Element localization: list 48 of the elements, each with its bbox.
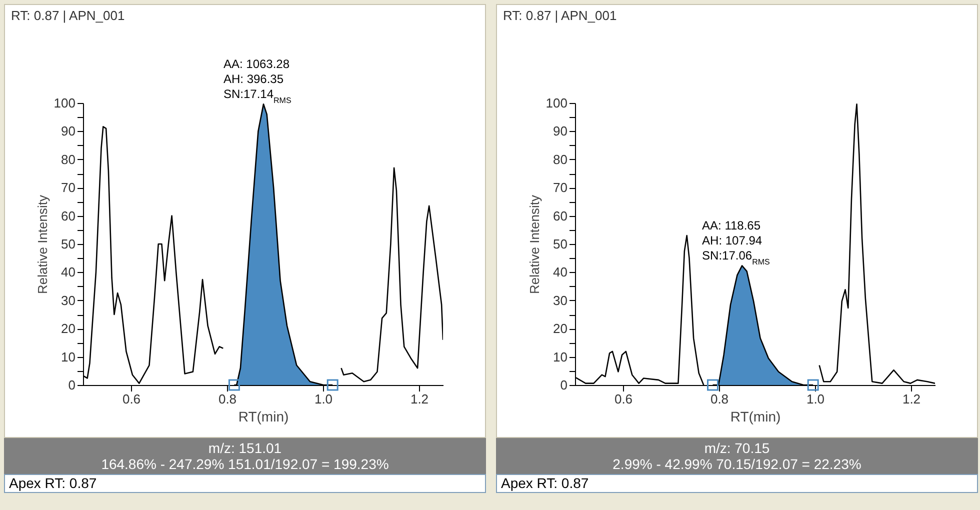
y-tick-label: 60 (61, 208, 76, 224)
y-tick-label: 90 (61, 124, 76, 139)
x-axis-title: RT(min) (238, 408, 289, 424)
text: Apex RT: 0.87 (4, 474, 486, 493)
text: 2.99% - 42.99% 70.15/192.07 = 22.23% (612, 456, 862, 472)
y-tick-label: 40 (553, 264, 568, 280)
y-axis-title: Relative Intensity (34, 194, 50, 294)
y-tick-label: 50 (61, 236, 76, 252)
y-tick-label: 100 (546, 96, 568, 110)
y-tick-label: 0 (560, 378, 568, 392)
text: m/z: 70.15 (703, 440, 771, 456)
y-tick-label: 0 (68, 378, 76, 392)
y-tick-label: 10 (553, 349, 568, 364)
y-tick-label: 100 (54, 96, 76, 110)
text: AA: 1063.28 (223, 57, 290, 72)
y-tick-label: 10 (61, 349, 76, 364)
x-tick-label: 0.8 (710, 392, 729, 406)
text: Apex RT: 0.87 (496, 474, 978, 493)
text: m/z: 151.01 (207, 440, 283, 456)
y-axis-title: Relative Intensity (526, 194, 542, 294)
y-tick-label: 50 (553, 236, 568, 252)
text: AH: 396.35 (223, 72, 284, 86)
x-tick-label: 1.0 (806, 392, 825, 406)
y-tick-label: 60 (553, 208, 568, 224)
y-tick-label: 80 (553, 152, 568, 167)
text: 164.86% - 247.29% 151.01/192.07 = 199.23% (100, 456, 390, 472)
y-tick-label: 20 (553, 321, 568, 336)
y-tick-label: 20 (61, 321, 76, 336)
y-tick-label: 70 (61, 180, 76, 196)
annotation: AA: 118.65 (702, 218, 761, 233)
chart-title: RT: 0.87 | APN_001 (503, 8, 617, 23)
annotation: SN:17.06$_{RMS}$ (702, 248, 770, 266)
y-tick-label: 70 (553, 180, 568, 196)
annotation: AH: 107.94 (702, 234, 762, 248)
x-axis-title: RT(min) (730, 408, 781, 424)
x-tick-label: 1.2 (410, 392, 429, 406)
y-tick-label: 80 (61, 152, 76, 167)
y-tick-label: 40 (61, 264, 76, 280)
chart-title: RT: 0.87 | APN_001 (11, 8, 125, 23)
x-tick-label: 0.6 (122, 392, 141, 406)
y-tick-label: 90 (553, 124, 568, 139)
x-tick-label: 0.6 (614, 392, 633, 406)
annotation: SN:17.14$_{RMS}$ (223, 87, 292, 105)
x-tick-label: 1.2 (902, 392, 921, 406)
x-tick-label: 1.0 (314, 392, 333, 406)
x-tick-label: 0.8 (218, 392, 237, 406)
y-tick-label: 30 (61, 292, 76, 308)
y-tick-label: 30 (553, 292, 568, 308)
